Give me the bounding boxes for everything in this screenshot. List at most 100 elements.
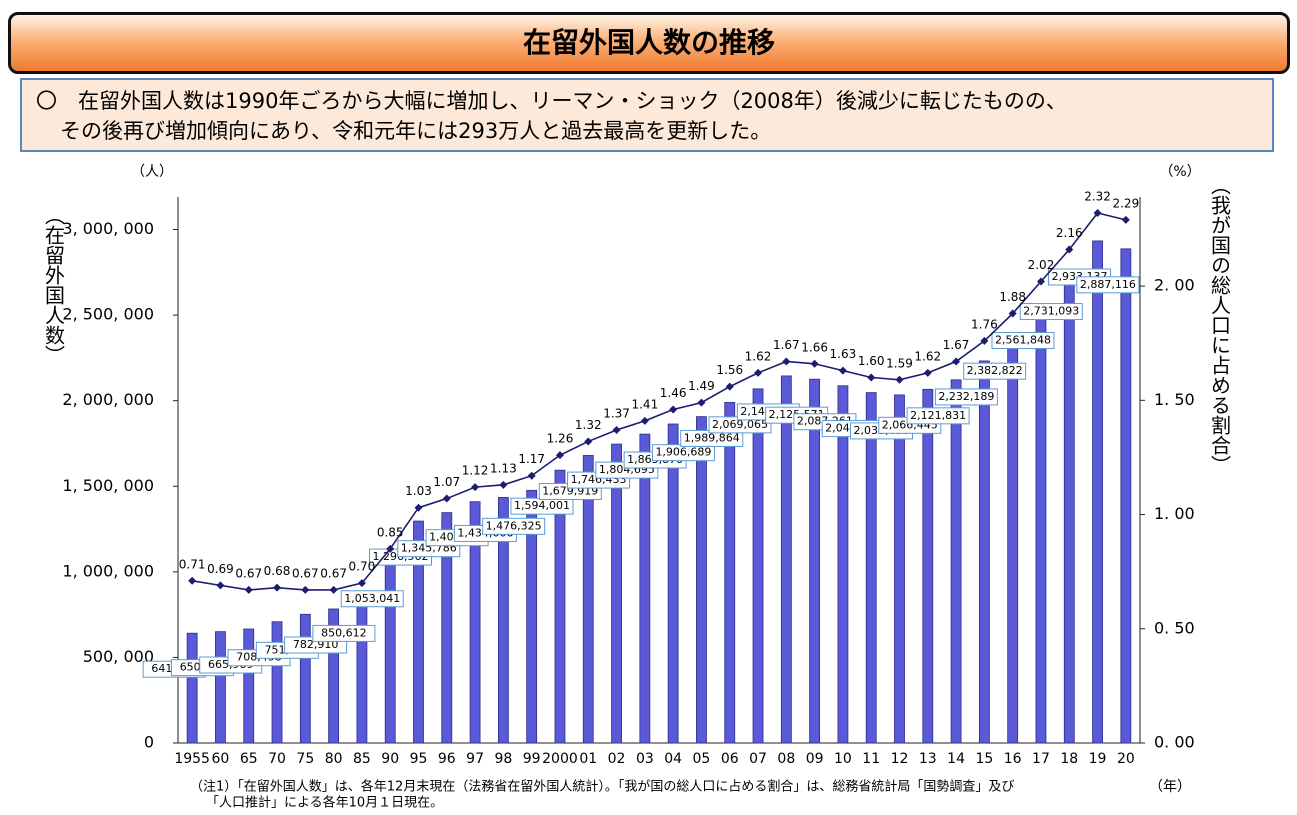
line-marker bbox=[216, 581, 225, 590]
value-label: 0.67 bbox=[235, 566, 262, 580]
bar bbox=[1092, 240, 1103, 744]
value-label-box bbox=[991, 332, 1055, 350]
value-label: 1.37 bbox=[603, 407, 630, 421]
y2-tick-label: 2. 00 bbox=[1154, 276, 1195, 295]
value-label: 1.62 bbox=[745, 349, 772, 363]
value-label: 2,121,831 bbox=[910, 409, 966, 422]
x-tick-label: 75 bbox=[296, 751, 314, 767]
value-label: 0.85 bbox=[377, 525, 404, 539]
value-label: 1.88 bbox=[999, 290, 1026, 304]
line-marker bbox=[612, 426, 621, 435]
y2-unit: （%） bbox=[1159, 164, 1200, 180]
bar bbox=[837, 385, 849, 744]
x-tick-label: 19 bbox=[1089, 751, 1107, 767]
x-tick-label: 99 bbox=[523, 751, 541, 767]
x-tick-label: 96 bbox=[438, 751, 456, 767]
line-marker bbox=[471, 483, 480, 492]
x-tick-label: 2000 bbox=[542, 751, 578, 767]
value-label: 1.03 bbox=[405, 484, 432, 498]
line-marker bbox=[980, 336, 989, 345]
value-label: 0.71 bbox=[179, 557, 206, 571]
value-label: 2,887,116 bbox=[1080, 278, 1136, 291]
y-tick-label: 3, 000, 000 bbox=[62, 219, 154, 238]
value-label: 1,594,001 bbox=[514, 499, 570, 512]
value-label: 1,906,689 bbox=[655, 446, 711, 459]
y-tick-label: 500, 000 bbox=[83, 647, 154, 666]
y-tick-label: 2, 000, 000 bbox=[62, 390, 154, 409]
line-marker bbox=[725, 382, 734, 391]
value-label: 1.56 bbox=[716, 363, 743, 377]
value-label: 2,382,822 bbox=[967, 364, 1023, 377]
value-label: 0.67 bbox=[292, 566, 319, 580]
y-tick-label: 2, 500, 000 bbox=[62, 305, 154, 324]
x-tick-label: 18 bbox=[1060, 751, 1078, 767]
line-marker bbox=[584, 437, 593, 446]
value-label: 0.70 bbox=[349, 560, 376, 574]
value-label: 1.67 bbox=[773, 338, 800, 352]
bar bbox=[696, 416, 707, 744]
value-label: 2.02 bbox=[1028, 258, 1055, 272]
value-label: 1.13 bbox=[490, 461, 517, 475]
bar bbox=[554, 469, 566, 744]
summary-line: 〇 在留外国人数は1990年ごろから大幅に増加し、リーマン・ショック（2008年… bbox=[36, 89, 1067, 113]
bar bbox=[780, 375, 792, 744]
value-label: 2,561,848 bbox=[995, 334, 1051, 347]
bar bbox=[441, 512, 453, 744]
value-label: 2.16 bbox=[1056, 226, 1083, 240]
x-tick-label: 97 bbox=[466, 751, 484, 767]
bar bbox=[1007, 334, 1019, 744]
line-marker bbox=[499, 480, 508, 489]
y2-tick-label: 1. 50 bbox=[1154, 390, 1195, 409]
x-tick-label: 01 bbox=[579, 751, 597, 767]
x-tick-label: 20 bbox=[1117, 751, 1135, 767]
value-label-box bbox=[906, 407, 970, 425]
bar bbox=[1035, 304, 1047, 744]
x-tick-label: 90 bbox=[381, 751, 399, 767]
y-tick-label: 0 bbox=[144, 733, 154, 752]
line-marker bbox=[669, 405, 678, 414]
header-title: 在留外国人数の推移 bbox=[8, 12, 1290, 74]
line-marker bbox=[697, 398, 706, 407]
x-tick-label: 13 bbox=[919, 751, 937, 767]
bar bbox=[299, 613, 311, 744]
x-tick-label: 60 bbox=[212, 751, 230, 767]
value-label: 0.68 bbox=[264, 564, 291, 578]
line-marker bbox=[555, 451, 564, 460]
value-label: 1,053,041 bbox=[344, 592, 400, 605]
value-label: 1.07 bbox=[433, 475, 460, 489]
x-tick-label: 07 bbox=[749, 751, 767, 767]
value-label: 1.49 bbox=[688, 379, 715, 393]
x-tick-label: 85 bbox=[353, 751, 371, 767]
value-label: 1.41 bbox=[631, 397, 658, 411]
x-tick-label: 14 bbox=[947, 751, 965, 767]
value-label: 1.76 bbox=[971, 317, 998, 331]
line-marker bbox=[1093, 208, 1102, 217]
x-tick-label: 08 bbox=[777, 751, 795, 767]
line-marker bbox=[1008, 309, 1017, 318]
bar bbox=[894, 394, 905, 744]
bar bbox=[639, 433, 651, 744]
line-marker bbox=[782, 357, 791, 366]
note: （注1）「在留外国人数」は、各年12月末現在（法務省在留外国人統計）。「我が国の… bbox=[190, 779, 1014, 795]
line-marker bbox=[1036, 277, 1045, 286]
line-marker bbox=[244, 585, 253, 594]
value-label: 1.46 bbox=[660, 386, 687, 400]
bar bbox=[922, 388, 934, 744]
x-tick-label: 09 bbox=[806, 751, 824, 767]
x-tick-label: 03 bbox=[636, 751, 654, 767]
value-label: 1.66 bbox=[801, 340, 828, 354]
value-label: 0.67 bbox=[320, 566, 347, 580]
line-marker bbox=[386, 544, 395, 553]
x-tick-label: 05 bbox=[693, 751, 711, 767]
value-label: 1.12 bbox=[462, 464, 489, 478]
line-marker bbox=[952, 357, 961, 366]
line bbox=[192, 212, 1127, 591]
summary-line: その後再び増加傾向にあり、令和元年には293万人と過去最高を更新した。 bbox=[60, 119, 772, 143]
y2-tick-label: 0. 00 bbox=[1154, 733, 1195, 752]
value-label-box bbox=[312, 624, 376, 642]
line-marker bbox=[188, 576, 197, 585]
y-unit: （人） bbox=[131, 164, 173, 180]
bar bbox=[384, 562, 396, 744]
bar bbox=[724, 402, 736, 744]
